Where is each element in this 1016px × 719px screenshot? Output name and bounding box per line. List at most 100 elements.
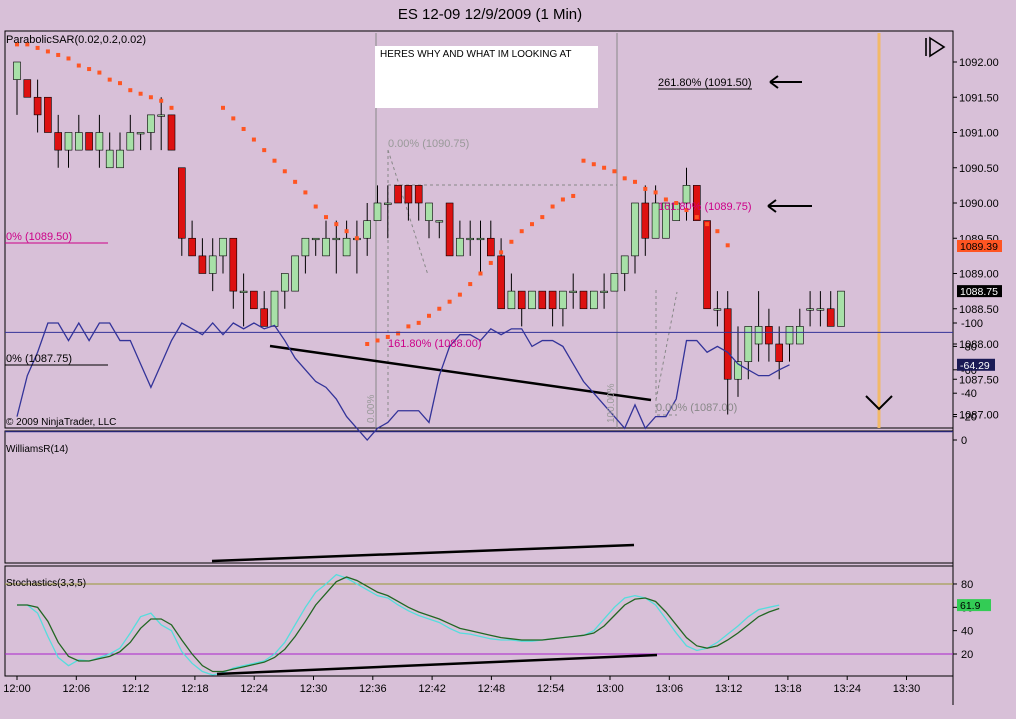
fib-261-label: 261.80% (1091.50) (658, 77, 752, 89)
candle-up (620, 255, 629, 274)
chevron-down-icon (865, 395, 893, 411)
sar-dot (76, 63, 81, 68)
candle-up (435, 220, 444, 223)
parabolic-sar-label: ParabolicSAR(0.02,0.2,0.02) (6, 34, 146, 46)
williams-y-tick-label: 0 (961, 435, 967, 447)
candle-down (23, 79, 32, 98)
price-y-tick-label: 1091.50 (959, 92, 999, 104)
sar-dot (385, 334, 390, 339)
candle-up (569, 290, 578, 293)
candle-down (198, 255, 207, 274)
time-axis-tick-label: 12:00 (3, 683, 31, 695)
sar-dot (591, 162, 596, 167)
candle-up (713, 308, 722, 311)
candle-up (785, 326, 794, 345)
last-price-text: 1088.75 (960, 286, 998, 298)
stoch-k-line (17, 573, 780, 676)
candle-up (631, 202, 639, 257)
candle-down (394, 185, 402, 204)
sar-dot (715, 229, 720, 234)
stoch-y-tick-label: 20 (961, 649, 973, 661)
sar-dot (643, 186, 648, 191)
sar-dot (56, 52, 61, 57)
candle-down (44, 96, 52, 133)
fib-vertical-100-label: 100.00% (606, 383, 617, 423)
candle-up (610, 273, 619, 292)
candle-up (342, 237, 351, 257)
sar-dot (396, 331, 401, 336)
candle-up (795, 326, 804, 345)
candle-down (548, 290, 557, 310)
scroll-to-end-button[interactable] (920, 34, 950, 60)
sar-dot (468, 282, 473, 287)
williams-line (16, 321, 790, 441)
candle-up (116, 149, 124, 169)
candle-up (13, 61, 21, 80)
candle-up (322, 237, 330, 257)
sar-dot (694, 215, 699, 220)
candle-down (497, 255, 505, 310)
sar-dot (684, 208, 689, 213)
price-y-tick-label: 1092.00 (959, 57, 999, 69)
williams-y-tick-label: -100 (961, 318, 983, 330)
arrow-161-icon (767, 199, 812, 213)
sar-dot (15, 42, 19, 47)
stoch-y-tick-label: 80 (961, 579, 973, 591)
sar-dot (66, 56, 71, 61)
time-axis-tick-label: 12:30 (300, 683, 328, 695)
candle-up (208, 255, 217, 274)
sar-dot (540, 215, 545, 220)
sar-dot (169, 105, 174, 110)
sar-dot (324, 215, 328, 220)
candle-up (682, 185, 691, 204)
sar-dot (705, 222, 710, 227)
williams-y-tick-label: -40 (961, 388, 977, 400)
candle-down (538, 290, 547, 310)
price-y-tick-label: 1087.00 (959, 410, 999, 422)
time-axis-tick-label: 12:42 (418, 683, 446, 695)
candle-down (517, 290, 526, 310)
sar-dot (293, 179, 298, 184)
sar-value-badge (957, 240, 1002, 253)
candle-down (167, 114, 176, 151)
time-axis-tick-label: 13:00 (596, 683, 624, 695)
annotation-text: HERES WHY AND WHAT IM LOOKING AT (380, 49, 572, 60)
candle-up (559, 290, 567, 310)
candle-up (136, 132, 145, 135)
candle-up (126, 132, 135, 151)
candle-down (414, 185, 423, 204)
candle-up (311, 237, 320, 241)
sar-dot (354, 236, 359, 241)
sar-dot (725, 243, 730, 248)
candle-up (816, 308, 825, 311)
scroll-to-end-hitbox[interactable] (920, 34, 950, 60)
sar-dot (499, 250, 504, 255)
fib-zero-1087-label: 0.00% (1087.00) (656, 402, 737, 414)
candle-up (476, 237, 485, 241)
candle-up (363, 220, 372, 239)
fib-left-0-lower-label: 0% (1087.75) (6, 353, 72, 365)
candle-up (270, 290, 279, 327)
candle-up (425, 202, 433, 221)
stoch-y-tick-label: 40 (961, 626, 973, 638)
time-axis-tick-label: 13:24 (833, 683, 861, 695)
sar-dot (416, 320, 421, 325)
candle-down (775, 343, 784, 362)
sar-dot (118, 81, 122, 86)
sar-dot (602, 165, 607, 170)
sar-dot (35, 45, 40, 50)
divergence-trendline-stoch (216, 653, 658, 676)
candle-up (456, 237, 464, 257)
price-y-tick-label: 1087.50 (959, 374, 999, 386)
sar-dot (45, 49, 50, 54)
sar-value-text: 1089.39 (960, 241, 998, 253)
candle-down (250, 290, 258, 310)
sar-dot (519, 229, 524, 234)
time-axis-tick-label: 13:12 (715, 683, 743, 695)
candle-up (651, 202, 660, 239)
williams-value-text: -64.29 (960, 360, 990, 372)
sar-dot (272, 158, 277, 163)
time-axis: 12:00 12:06 12:12 12:18 12:24 12:30 12:36 12:42… (3, 675, 953, 695)
sar-dot (622, 176, 627, 181)
williams-label: WilliamsR(14) (6, 444, 68, 455)
